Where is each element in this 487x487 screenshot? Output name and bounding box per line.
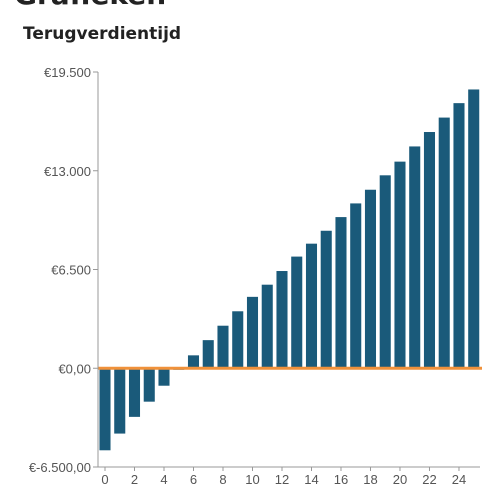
bar-year-2 [128,368,141,417]
bar-year-12 [276,271,288,369]
x-tick-label: 14 [304,472,318,487]
y-tick-label: €13.000 [44,164,91,179]
bar-year-13 [291,256,303,369]
axis-layer [93,71,482,471]
x-tick-label: 22 [422,472,436,487]
chart-title: Terugverdientijd [23,24,182,44]
bar-year-17 [350,203,362,369]
x-tick-label: 10 [245,472,259,487]
labels-layer: €19.500€13.000€6.500€0,00€-6.500,000 2 4 6 8… [29,65,466,487]
x-tick-label: 4 [160,472,167,487]
bar-year-23 [438,117,450,369]
x-tick-label: 18 [363,472,377,487]
x-tick-label: 20 [393,472,407,487]
bar-year-20 [394,161,406,369]
bar-year-7 [202,340,214,369]
y-tick-label: €0,00 [58,361,91,376]
bars-layer [99,89,480,451]
bar-year-4 [158,368,170,386]
bar-year-8 [217,325,229,369]
x-tick-label: 12 [275,472,289,487]
bar-year-25 [468,89,480,369]
page-heading: Grafieken [14,0,166,11]
x-tick-label: 24 [452,472,466,487]
y-tick-label: €6.500 [51,263,91,278]
bar-year-3 [143,368,155,402]
y-tick-label: €19.500 [44,65,91,80]
x-tick-label: 8 [219,472,226,487]
bar-year-11 [261,284,273,369]
bar-year-15 [320,230,332,369]
bar-year-10 [246,296,259,369]
bar-year-24 [453,103,465,369]
bar-year-9 [232,311,244,369]
bar-year-19 [379,175,391,369]
x-tick-label: 16 [334,472,348,487]
x-tick-label: 2 [131,472,138,487]
bar-year-14 [305,243,318,369]
bar-year-21 [409,146,421,369]
x-tick-label: 6 [190,472,197,487]
y-tick-label: €-6.500,00 [29,460,91,475]
bar-year-1 [114,368,126,434]
bar-year-16 [335,217,347,369]
bar-year-6 [187,355,200,369]
x-tick-label: 0 [101,472,108,487]
bar-year-22 [423,132,436,369]
bar-year-0 [99,368,111,451]
bar-year-18 [364,189,377,369]
